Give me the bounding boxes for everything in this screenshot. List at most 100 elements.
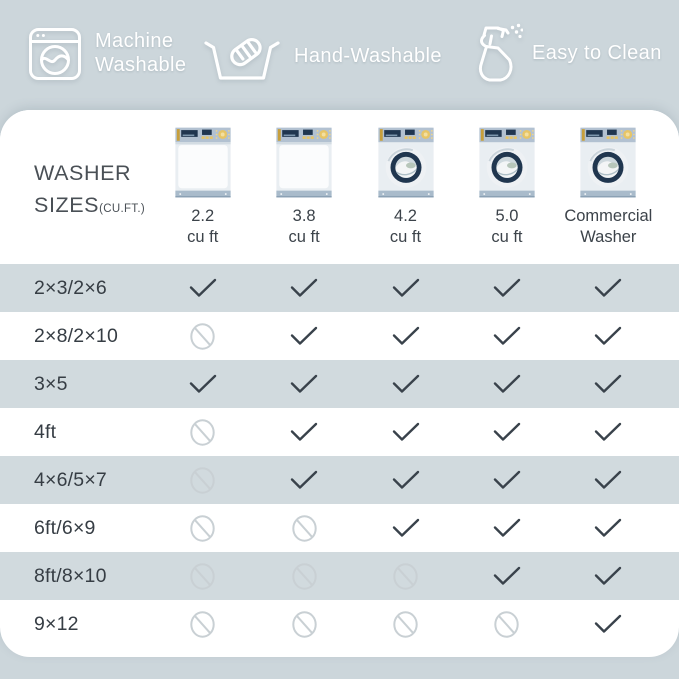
washer-column-header: 4.2 cu ft: [355, 126, 456, 248]
check-icon: [493, 470, 521, 489]
feature-hand-washable: Hand-Washable: [203, 31, 442, 83]
check-icon: [493, 326, 521, 345]
check-icon: [595, 422, 622, 441]
check-icon: [392, 278, 419, 297]
check-icon: [493, 278, 521, 297]
washer-illustration-porthole: [479, 127, 535, 198]
washer-size-label: 3.8 cu ft: [288, 207, 320, 246]
not-allowed-icon: [393, 610, 418, 638]
washer-illustration-closed-door: [175, 127, 231, 198]
check-icon: [595, 326, 622, 345]
row-cells: [152, 610, 659, 639]
not-allowed-icon: [291, 562, 317, 590]
check-icon: [595, 566, 622, 585]
washer-column-header: Commercial Washer: [558, 126, 659, 248]
compatibility-cell: [152, 373, 253, 395]
check-icon: [392, 518, 419, 537]
not-allowed-icon: [393, 562, 418, 590]
compatibility-cell: [456, 418, 557, 447]
row-cells: [152, 418, 659, 447]
compatibility-cell: [253, 514, 354, 543]
check-icon: [290, 278, 318, 297]
compatibility-cell: [253, 322, 354, 351]
feature-label: Machine Washable: [95, 30, 187, 76]
row-cells: [152, 277, 659, 299]
washer-size-label: 2.2 cu ft: [187, 207, 219, 246]
compatibility-cell: [152, 466, 253, 495]
rug-size-label: 6ft/6×9: [34, 516, 96, 539]
check-icon: [290, 422, 318, 441]
spray-bottle-icon: [473, 23, 523, 85]
compatibility-cell: [456, 610, 557, 639]
check-icon: [595, 278, 622, 297]
table-row: 8ft/8×10: [0, 552, 679, 600]
row-cells: [152, 322, 659, 351]
compatibility-cell: [558, 277, 659, 299]
feature-label: Easy to Clean: [532, 42, 662, 65]
hand-wash-icon: [203, 31, 281, 83]
washer-column-header: 3.8 cu ft: [253, 126, 354, 248]
check-icon: [493, 422, 521, 441]
compatibility-cell: [253, 277, 354, 299]
not-allowed-icon: [190, 466, 215, 494]
row-cells: [152, 562, 659, 591]
compatibility-cell: [355, 322, 456, 351]
not-allowed-icon: [190, 514, 215, 542]
check-icon: [493, 518, 521, 537]
compatibility-cell: [152, 562, 253, 591]
comparison-card-header: WASHER SIZES(CU.FT.) 2.2 cu ft: [0, 110, 679, 264]
check-icon: [392, 374, 419, 393]
row-cells: [152, 514, 659, 543]
rug-size-label: 4×6/5×7: [34, 468, 107, 491]
compatibility-cell: [152, 610, 253, 639]
compatibility-cell: [152, 514, 253, 543]
not-allowed-icon: [190, 610, 215, 638]
washer-size-label: 5.0 cu ft: [491, 207, 523, 246]
compatibility-cell: [253, 562, 354, 591]
check-icon: [595, 470, 622, 489]
check-icon: [392, 326, 419, 345]
rug-size-label: 9×12: [34, 612, 79, 635]
check-icon: [595, 614, 622, 633]
compatibility-cell: [456, 514, 557, 543]
compatibility-cell: [456, 373, 557, 395]
not-allowed-icon: [494, 610, 520, 638]
comparison-card: WASHER SIZES(CU.FT.) 2.2 cu ft: [0, 110, 679, 657]
compatibility-cell: [558, 466, 659, 495]
rug-size-label: 8ft/8×10: [34, 564, 107, 587]
washer-column-header: 2.2 cu ft: [152, 126, 253, 248]
washer-size-label: Commercial Washer: [564, 207, 653, 246]
compatibility-cell: [456, 466, 557, 495]
check-icon: [493, 566, 521, 585]
feature-label: Hand-Washable: [294, 45, 442, 68]
washer-column-headers: 2.2 cu ft 3.8 cu ft: [152, 126, 659, 248]
compatibility-cell: [558, 322, 659, 351]
row-cells: [152, 466, 659, 495]
not-allowed-icon: [190, 418, 215, 446]
row-cells: [152, 373, 659, 395]
washer-column-header: 5.0 cu ft: [456, 126, 557, 248]
compatibility-cell: [355, 562, 456, 591]
compatibility-cell: [355, 514, 456, 543]
check-icon: [189, 278, 216, 297]
not-allowed-icon: [190, 562, 215, 590]
table-row: 4ft: [0, 408, 679, 456]
compatibility-cell: [456, 322, 557, 351]
compatibility-cell: [253, 610, 354, 639]
washer-sizes-title: WASHER SIZES(CU.FT.): [34, 157, 145, 222]
check-icon: [290, 374, 318, 393]
check-icon: [493, 374, 521, 393]
not-allowed-icon: [291, 610, 317, 638]
washer-illustration-closed-door: [276, 127, 332, 198]
compatibility-cell: [253, 373, 354, 395]
rug-size-label: 2×3/2×6: [34, 276, 107, 299]
table-row: 4×6/5×7: [0, 456, 679, 504]
washer-size-label: 4.2 cu ft: [389, 207, 422, 246]
check-icon: [189, 374, 216, 393]
table-row: 2×3/2×6: [0, 264, 679, 312]
rug-size-label: 2×8/2×10: [34, 324, 119, 347]
not-allowed-icon: [190, 322, 215, 350]
compatibility-cell: [253, 466, 354, 495]
rug-size-label: 3×5: [34, 372, 68, 395]
check-icon: [595, 374, 622, 393]
